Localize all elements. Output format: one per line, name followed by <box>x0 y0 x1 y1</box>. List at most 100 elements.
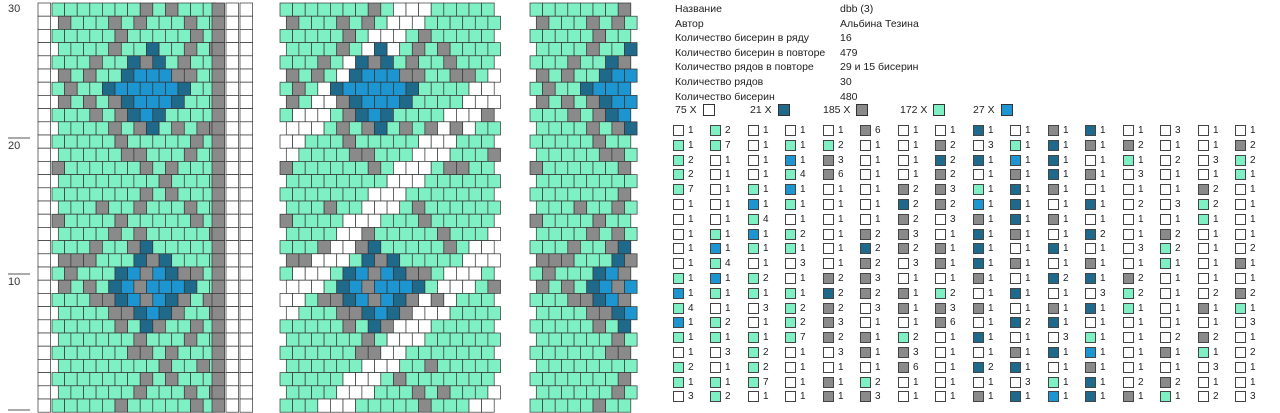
bead-cell <box>380 2 394 17</box>
bead-cell <box>529 319 543 334</box>
bead-cell <box>405 187 419 202</box>
sequence-count: 1 <box>1175 347 1181 358</box>
bead-cell <box>114 372 128 387</box>
bead-cell <box>374 385 388 400</box>
bead-cell <box>449 15 464 30</box>
sequence-count: 1 <box>1063 169 1069 181</box>
bead-cell <box>152 398 166 413</box>
bead-cell <box>342 2 356 17</box>
sequence-swatch <box>1085 184 1096 196</box>
sequence-cell: 3 <box>823 346 859 360</box>
bead-cell <box>554 55 569 70</box>
sequence-swatch <box>748 273 759 284</box>
bead-cell <box>342 161 356 175</box>
sequence-count: 3 <box>1063 332 1069 344</box>
sequence-count: 2 <box>1213 184 1219 196</box>
sequence-swatch <box>823 376 834 388</box>
bead-cell <box>102 81 116 96</box>
sequence-swatch <box>973 228 984 240</box>
bead-cell <box>592 134 606 149</box>
sequence-count: 1 <box>1138 228 1144 240</box>
sequence-cell: 3 <box>860 390 896 404</box>
bead-cell <box>580 293 594 307</box>
sequence-cell: 2 <box>1048 272 1084 286</box>
sequence-swatch <box>710 228 721 240</box>
sequence-cell: 1 <box>710 361 746 375</box>
sequence-swatch <box>1010 376 1021 388</box>
sequence-swatch <box>1123 361 1134 373</box>
sequence-cell: 1 <box>1048 346 1084 360</box>
bead-cell <box>481 81 495 96</box>
sequence-count: 1 <box>950 361 956 373</box>
bead-cell <box>393 187 407 202</box>
bead-cell <box>617 266 632 281</box>
sequence-cell: 1 <box>710 287 746 301</box>
bead-cell <box>411 174 426 189</box>
sequence-swatch <box>1123 154 1134 166</box>
bead-cell <box>114 266 128 281</box>
sequence-count: 1 <box>838 228 844 240</box>
bead-cell <box>411 121 426 136</box>
bead-cell <box>225 134 239 149</box>
sequence-cell: 1 <box>1048 213 1084 227</box>
sequence-count: 2 <box>838 139 844 151</box>
bead-cell <box>64 398 78 413</box>
bead-cell <box>535 332 550 347</box>
sequence-cell: 1 <box>898 316 934 330</box>
bead-cell <box>114 213 128 228</box>
bead-cell <box>64 240 78 255</box>
sequence-swatch <box>1010 273 1021 284</box>
sequence-cell: 1 <box>1198 168 1234 182</box>
sequence-swatch <box>748 184 759 196</box>
bead-cell <box>177 345 191 360</box>
bead-cell <box>183 359 198 373</box>
sequence-swatch <box>1048 213 1059 225</box>
bead-cell <box>443 266 457 281</box>
sequence-count: 1 <box>1175 213 1181 225</box>
bead-cell <box>449 121 464 136</box>
sequence-swatch <box>898 376 909 388</box>
bead-cell <box>430 108 445 123</box>
sequence-swatch <box>860 273 871 284</box>
bead-cell <box>355 2 369 17</box>
bead-cell <box>468 293 482 307</box>
sequence-swatch <box>860 258 871 270</box>
sequence-cell: 1 <box>860 331 896 345</box>
bead-cell <box>399 147 413 162</box>
sequence-count: 1 <box>1063 125 1069 136</box>
pattern-info: Название dbb (3) Автор Альбина Тезина Коли… <box>675 2 919 104</box>
bead-cell <box>330 29 344 43</box>
bead-cell <box>443 293 457 307</box>
sequence-swatch <box>1123 376 1134 388</box>
bead-cell <box>367 108 382 123</box>
sequence-cell: 2 <box>673 168 709 182</box>
sequence-swatch <box>1160 258 1171 270</box>
sequence-count: 1 <box>1138 317 1144 329</box>
bead-cell <box>611 121 625 136</box>
bead-cell <box>114 161 128 175</box>
bead-cell <box>586 385 600 400</box>
bead-cell <box>70 147 84 162</box>
sequence-cell: 4 <box>673 302 709 316</box>
sequence-cell: 1 <box>1048 390 1084 404</box>
bead-cell <box>399 253 413 268</box>
bead-cell <box>108 121 122 136</box>
sequence-cell: 1 <box>823 390 859 404</box>
sequence-count: 2 <box>950 139 956 151</box>
sequence-swatch <box>935 287 946 299</box>
bead-cell <box>411 200 426 215</box>
sequence-cell: 1 <box>1010 302 1046 316</box>
bead-cell <box>567 187 581 202</box>
bead-cell <box>190 240 204 255</box>
sequence-swatch <box>1010 169 1021 181</box>
bead-cell <box>133 227 147 241</box>
bead-cell <box>367 2 382 17</box>
info-row: Количество бисерин 480 <box>675 90 919 105</box>
sequence-swatch <box>1048 273 1059 284</box>
color-count: 27 X <box>973 104 1013 117</box>
sequence-swatch <box>935 273 946 284</box>
sequence-swatch <box>785 228 796 240</box>
sequence-cell: 1 <box>1085 376 1121 390</box>
bead-cell <box>95 68 110 83</box>
sequence-swatch <box>1048 302 1059 314</box>
